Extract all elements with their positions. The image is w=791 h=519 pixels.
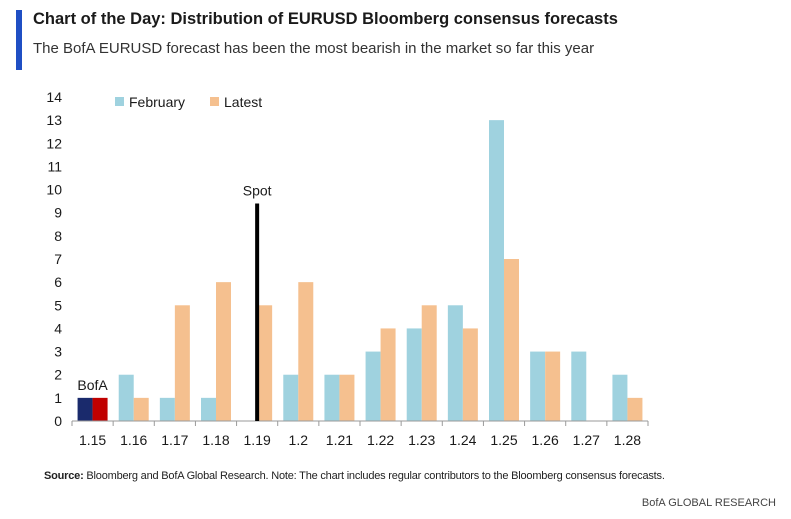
x-tick-label: 1.27 xyxy=(573,432,600,448)
y-tick-label: 13 xyxy=(46,112,62,128)
y-tick-label: 5 xyxy=(54,297,62,313)
x-tick-label: 1.18 xyxy=(202,432,229,448)
bar-february-1.2 xyxy=(283,374,299,421)
bar-latest-1.22 xyxy=(380,328,396,421)
y-tick-label: 3 xyxy=(54,344,62,360)
source-label: Source: xyxy=(44,470,84,482)
bar-latest-1.17 xyxy=(174,305,190,421)
bar-february-1.22 xyxy=(365,351,381,421)
legend-label-february: February xyxy=(129,94,185,110)
bar-latest-1.2 xyxy=(298,282,314,421)
bar-latest-1.26 xyxy=(545,351,561,421)
y-tick-label: 14 xyxy=(46,89,62,105)
y-tick-label: 2 xyxy=(54,367,62,383)
bar-latest-1.28 xyxy=(627,397,643,421)
bar-latest-1.25 xyxy=(504,259,519,421)
y-tick-label: 10 xyxy=(46,182,62,198)
bar-february-1.28 xyxy=(612,374,628,421)
source-note: Source: Bloomberg and BofA Global Resear… xyxy=(44,470,665,482)
x-tick-label: 1.28 xyxy=(614,432,641,448)
legend-swatch-february xyxy=(115,97,124,106)
x-tick-label: 1.25 xyxy=(490,432,517,448)
y-tick-label: 8 xyxy=(54,228,62,244)
bar-latest-1.23 xyxy=(421,305,437,421)
bofa-annotation: BofA xyxy=(77,377,108,393)
x-tick-label: 1.19 xyxy=(244,432,271,448)
chart-title: Chart of the Day: Distribution of EURUSD… xyxy=(33,10,618,28)
x-tick-label: 1.16 xyxy=(120,432,147,448)
bar-february-1.15 xyxy=(77,397,93,421)
source-text: Bloomberg and BofA Global Research. Note… xyxy=(86,470,665,482)
bar-latest-1.18 xyxy=(216,282,231,421)
x-tick-label: 1.21 xyxy=(326,432,353,448)
bar-february-1.25 xyxy=(489,120,504,421)
chart-subtitle: The BofA EURUSD forecast has been the mo… xyxy=(33,40,595,57)
bar-february-1.26 xyxy=(530,351,546,421)
y-tick-label: 12 xyxy=(46,135,62,151)
y-tick-label: 6 xyxy=(54,274,62,290)
y-tick-label: 1 xyxy=(54,390,62,406)
accent-bar xyxy=(16,10,22,70)
legend-swatch-latest xyxy=(210,97,219,106)
bar-february-1.16 xyxy=(118,374,134,421)
bar-february-1.27 xyxy=(571,351,587,421)
y-tick-label: 0 xyxy=(54,413,62,429)
x-tick-label: 1.23 xyxy=(408,432,435,448)
x-tick-label: 1.24 xyxy=(449,432,476,448)
y-tick-label: 4 xyxy=(54,320,62,336)
brand-label: BofA GLOBAL RESEARCH xyxy=(641,497,776,509)
x-tick-label: 1.26 xyxy=(532,432,559,448)
y-tick-label: 11 xyxy=(47,158,62,174)
bar-february-1.21 xyxy=(324,374,340,421)
spot-label: Spot xyxy=(243,182,272,198)
x-tick-label: 1.22 xyxy=(367,432,394,448)
x-tick-label: 1.15 xyxy=(79,432,106,448)
bar-february-1.24 xyxy=(447,305,463,421)
bar-february-1.23 xyxy=(406,328,422,421)
bar-latest-1.19 xyxy=(257,305,273,421)
bar-latest-1.21 xyxy=(339,374,355,421)
bar-latest-1.16 xyxy=(133,397,149,421)
bar-february-1.17 xyxy=(159,397,175,421)
bar-latest-1.24 xyxy=(462,328,478,421)
bar-february-1.18 xyxy=(201,397,216,421)
x-tick-label: 1.17 xyxy=(161,432,188,448)
y-tick-label: 7 xyxy=(54,251,62,267)
bar-latest-1.15 xyxy=(92,397,108,421)
x-tick-label: 1.2 xyxy=(289,432,309,448)
y-tick-label: 9 xyxy=(54,205,62,221)
legend-label-latest: Latest xyxy=(224,94,262,110)
